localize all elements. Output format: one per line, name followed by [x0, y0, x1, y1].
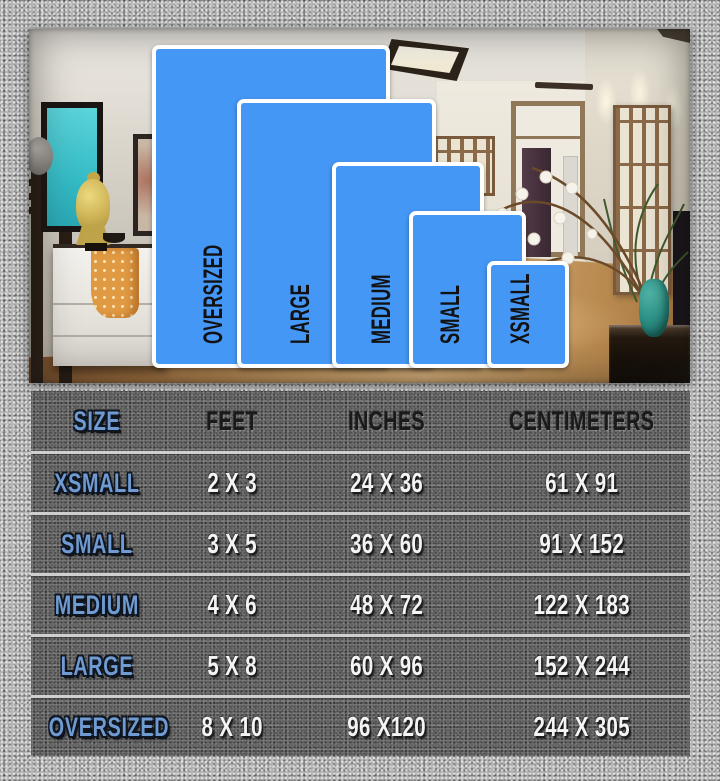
header-centimeters: CENTIMETERS: [508, 405, 654, 436]
centimeters-value: 152 X 244: [532, 650, 630, 681]
table-row-large: LARGE 5 X 8 60 X 96 152 X 244: [31, 637, 690, 695]
row-divider: [31, 451, 690, 454]
row-label: MEDIUM: [54, 589, 140, 620]
centimeters-value: 244 X 305: [532, 711, 630, 742]
header-size: SIZE: [73, 405, 121, 436]
header-feet: FEET: [206, 405, 258, 436]
buddha-statue-stand: [85, 243, 107, 251]
buddha-statue-head: [76, 179, 110, 231]
inches-value: 48 X 72: [350, 589, 424, 620]
feet-value: 5 X 8: [207, 650, 257, 681]
gray-sphere-decor: [29, 137, 53, 175]
slat-screen-post: [31, 169, 43, 383]
centimeters-value: 61 X 91: [544, 467, 618, 498]
size-rect-xsmall: XSMALL: [487, 261, 569, 368]
row-label: OVERSIZED: [48, 711, 170, 742]
buddha-statue-shoulders: [76, 225, 110, 245]
room-photo: OVERSIZED LARGE MEDIUM SMALL XSMALL: [29, 29, 690, 383]
centimeters-value: 122 X 183: [532, 589, 630, 620]
row-divider: [31, 573, 690, 576]
doorway-transom: [516, 136, 580, 139]
feet-value: 8 X 10: [201, 711, 263, 742]
row-divider: [31, 512, 690, 515]
row-label: XSMALL: [54, 467, 140, 498]
dark-cabinet: [673, 211, 690, 331]
feet-value: 4 X 6: [207, 589, 257, 620]
row-divider: [31, 634, 690, 637]
dresser-drawer-seam: [53, 335, 167, 337]
table-header-row: SIZE FEET INCHES CENTIMETERS: [31, 391, 690, 451]
row-label: SMALL: [61, 528, 133, 559]
row-divider: [31, 695, 690, 698]
row-label: LARGE: [60, 650, 134, 681]
teal-vase: [639, 279, 669, 337]
feet-value: 2 X 3: [207, 467, 257, 498]
inches-value: 24 X 36: [350, 467, 424, 498]
header-inches: INCHES: [348, 405, 426, 436]
table-row-medium: MEDIUM 4 X 6 48 X 72 122 X 183: [31, 576, 690, 634]
lattice-screen: [613, 105, 671, 295]
centimeters-value: 91 X 152: [538, 528, 624, 559]
decor-bowl: [103, 233, 125, 243]
inches-value: 96 X120: [347, 711, 427, 742]
inches-value: 36 X 60: [350, 528, 424, 559]
table-row-small: SMALL 3 X 5 36 X 60 91 X 152: [31, 515, 690, 573]
table-row-oversized: OVERSIZED 8 X 10 96 X120 244 X 305: [31, 698, 690, 756]
orange-towel: [91, 248, 139, 318]
feet-value: 3 X 5: [207, 528, 257, 559]
table-row-xsmall: XSMALL 2 X 3 24 X 36 61 X 91: [31, 454, 690, 512]
inches-value: 60 X 96: [350, 650, 424, 681]
size-table: SIZE FEET INCHES CENTIMETERS XSMALL 2 X …: [31, 391, 690, 756]
